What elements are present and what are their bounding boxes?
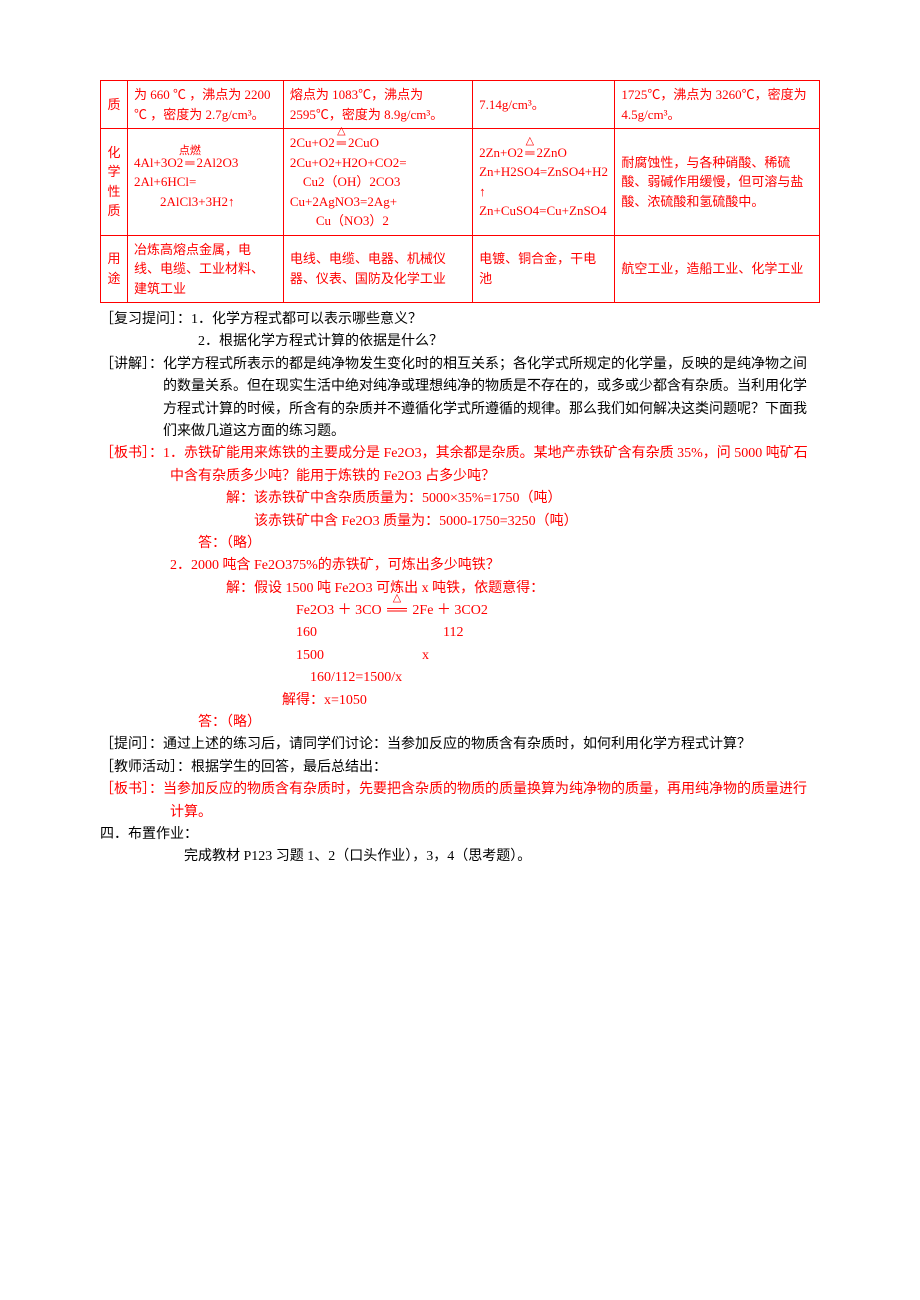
metals-table: 质 为 660 ℃ ，沸点为 2200 ℃ ，密度为 2.7g/cm³。 熔点为… [100, 80, 820, 303]
equation-line-5: 解得：x=1050 [100, 690, 820, 712]
cell-al-chemical: 4Al+3O2点燃═2Al2O3 2Al+6HCl= 2AlCl3+3H2↑ [128, 129, 284, 236]
board-label: ［板书］： [100, 446, 163, 461]
answer-1: 答：（略） [100, 533, 820, 555]
row-label-chemical: 化学性质 [101, 129, 128, 236]
homework-heading: 四．布置作业： [100, 824, 820, 846]
cell-ti-chemical: 耐腐蚀性，与各种硝酸、稀硫酸、弱碱作用缓慢，但可溶与盐酸、浓硫酸和氢硫酸中。 [615, 129, 820, 236]
equation-line-3: 1500 x [100, 645, 820, 667]
explain-label: ［讲解］： [100, 357, 163, 372]
table-row: 化学性质 4Al+3O2点燃═2Al2O3 2Al+6HCl= 2AlCl3+3… [101, 129, 820, 236]
explain-paragraph: ［讲解］：化学方程式所表示的都是纯净物发生变化时的相互关系；各化学式所规定的化学… [100, 354, 820, 444]
homework-text: 完成教材 P123 习题 1、2（口头作业），3，4（思考题）。 [100, 846, 820, 868]
board-question-2: 2．2000 吨含 Fe2O375%的赤铁矿，可炼出多少吨铁？ [100, 555, 820, 577]
board-question-1: ［板书］：1．赤铁矿能用来炼铁的主要成分是 Fe2O3，其余都是杂质。某地产赤铁… [100, 443, 820, 488]
ask-text: 通过上述的练习后，请同学们讨论：当参加反应的物质含有杂质时，如何利用化学方程式计… [163, 737, 751, 752]
board-section-1: ［板书］：1．赤铁矿能用来炼铁的主要成分是 Fe2O3，其余都是杂质。某地产赤铁… [100, 443, 820, 734]
ask-paragraph: ［提问］：通过上述的练习后，请同学们讨论：当参加反应的物质含有杂质时，如何利用化… [100, 734, 820, 756]
cell-cu-chemical: 2Cu+O2△═2CuO 2Cu+O2+H2O+CO2= Cu2（OH）2CO3… [283, 129, 472, 236]
explain-text: 化学方程式所表示的都是纯净物发生变化时的相互关系；各化学式所规定的化学量，反映的… [163, 357, 807, 439]
row-label-uses: 用途 [101, 235, 128, 303]
ask-label: ［提问］： [100, 737, 163, 752]
row-label-physical: 质 [101, 81, 128, 129]
review-question-2: 2．根据化学方程式计算的依据是什么？ [100, 331, 820, 353]
board-q1-text: 1．赤铁矿能用来炼铁的主要成分是 Fe2O3，其余都是杂质。某地产赤铁矿含有杂质… [163, 446, 808, 483]
equation-line-1: Fe2O3 ＋ 3CO △══ 2Fe ＋ 3CO2 [100, 600, 820, 622]
answer-2: 答：（略） [100, 712, 820, 734]
review-question-1: ［复习提问］：1．化学方程式都可以表示哪些意义？ [100, 309, 820, 331]
cell-zn-chemical: 2Zn+O2△═2ZnO Zn+H2SO4=ZnSO4+H2 ↑ Zn+CuSO… [473, 129, 615, 236]
solution-line-1: 解：该赤铁矿中含杂质质量为：5000×35%=1750（吨） [100, 488, 820, 510]
solution-line-3: 解：假设 1500 吨 Fe2O3 可炼出 x 吨铁，依题意得： [100, 578, 820, 600]
cell-ti-physical: 1725℃，沸点为 3260℃，密度为 4.5g/cm³。 [615, 81, 820, 129]
cell-zn-uses: 电镀、铜合金，干电池 [473, 235, 615, 303]
table-row: 用途 冶炼高熔点金属，电线、电缆、工业材料、建筑工业 电线、电缆、电器、机械仪器… [101, 235, 820, 303]
cell-ti-uses: 航空工业，造船工业、化学工业 [615, 235, 820, 303]
equation-line-4: 160/112=1500/x [100, 667, 820, 689]
cell-al-physical: 为 660 ℃ ，沸点为 2200 ℃ ，密度为 2.7g/cm³。 [128, 81, 284, 129]
solution-line-2: 该赤铁矿中含 Fe2O3 质量为：5000-1750=3250（吨） [100, 511, 820, 533]
teacher-activity: ［教师活动］：根据学生的回答，最后总结出： [100, 757, 820, 779]
board-section-2: ［板书］：当参加反应的物质含有杂质时，先要把含杂质的物质的质量换算为纯净物的质量… [100, 779, 820, 824]
cell-cu-physical: 熔点为 1083℃，沸点为 2595℃，密度为 8.9g/cm³。 [283, 81, 472, 129]
cell-cu-uses: 电线、电缆、电器、机械仪器、仪表、国防及化学工业 [283, 235, 472, 303]
cell-al-uses: 冶炼高熔点金属，电线、电缆、工业材料、建筑工业 [128, 235, 284, 303]
board2-label: ［板书］： [100, 782, 163, 797]
board2-text: 当参加反应的物质含有杂质时，先要把含杂质的物质的质量换算为纯净物的质量，再用纯净… [163, 782, 807, 819]
table-row: 质 为 660 ℃ ，沸点为 2200 ℃ ，密度为 2.7g/cm³。 熔点为… [101, 81, 820, 129]
cell-zn-physical: 7.14g/cm³。 [473, 81, 615, 129]
equation-line-2: 160 112 [100, 622, 820, 644]
